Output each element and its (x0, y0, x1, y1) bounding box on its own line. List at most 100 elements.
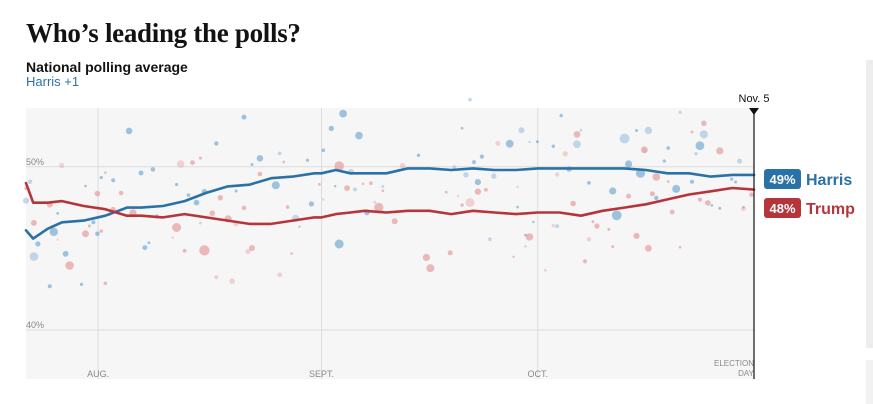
harris-poll-dot (142, 245, 148, 251)
trump-poll-dot (456, 194, 460, 198)
trump-poll-dot (607, 227, 611, 231)
trump-poll-dot (198, 156, 202, 160)
trump-poll-dot (586, 237, 592, 242)
harris-poll-dot (695, 141, 705, 151)
trump-poll-dot (447, 250, 453, 256)
harris-poll-dot (256, 155, 264, 162)
harris-poll-dot (505, 139, 514, 148)
trump-poll-dot (59, 162, 65, 169)
scrollbar-track[interactable] (866, 60, 873, 348)
harris-poll-dot (452, 165, 457, 169)
harris-poll-dot (150, 167, 156, 172)
trump-poll-dot (749, 192, 754, 197)
harris-poll-dot (111, 178, 116, 183)
chart-title: Who’s leading the polls? (26, 18, 301, 48)
trump-poll-dot (645, 244, 652, 252)
trump-value-badge (764, 198, 801, 218)
harris-poll-dot (573, 140, 581, 149)
trump-poll-dot (391, 218, 398, 225)
trump-poll-dot (573, 131, 581, 138)
x-tick-label: SEPT. (309, 369, 334, 379)
harris-poll-dot (22, 197, 30, 204)
x-tick-label: OCT. (528, 369, 549, 379)
trump-poll-dot (334, 161, 345, 171)
trump-poll-dot (633, 232, 640, 239)
trump-poll-dot (512, 255, 515, 258)
harris-poll-dot (535, 140, 539, 144)
side-panel-edge (866, 360, 873, 404)
trump-poll-dot (56, 238, 59, 241)
harris-poll-dot (694, 152, 698, 156)
harris-poll-dot (175, 182, 179, 187)
trump-poll-dot (298, 225, 301, 228)
trump-poll-dot (649, 191, 655, 197)
trump-poll-dot (171, 236, 174, 239)
trump-poll-dot (87, 224, 91, 228)
harris-poll-dot (271, 181, 280, 190)
harris-poll-dot (559, 113, 563, 118)
trump-poll-dot (582, 259, 588, 264)
trump-poll-dot (217, 195, 223, 201)
trump-poll-dot (426, 264, 435, 273)
harris-poll-dot (528, 140, 531, 144)
trump-poll-dot (669, 209, 675, 215)
trump-poll-dot (52, 229, 55, 232)
harris-poll-dot (625, 160, 633, 168)
harris-poll-dot (214, 141, 219, 146)
trump-poll-dot (65, 261, 74, 270)
harris-poll-dot (353, 187, 357, 192)
trump-value-label: 48% (769, 201, 795, 216)
harris-poll-dot (56, 212, 60, 215)
harris-poll-dot (532, 220, 535, 224)
harris-poll-dot (734, 180, 738, 184)
trump-poll-dot (516, 185, 519, 189)
harris-poll-dot (91, 220, 96, 225)
trump-poll-dot (381, 189, 385, 192)
harris-poll-dot (587, 181, 591, 185)
harris-name-label: Harris (806, 172, 852, 189)
trump-poll-dot (495, 140, 501, 146)
trump-poll-dot (666, 180, 670, 183)
harris-poll-dot (635, 129, 638, 132)
average-lines (24, 167, 756, 240)
trump-poll-dot (465, 198, 475, 207)
harris-poll-dot (381, 184, 385, 188)
harris-poll-dot (611, 210, 622, 221)
trump-poll-dot (555, 172, 560, 177)
trump-poll-dot (172, 223, 182, 232)
trump-average-line (24, 181, 756, 226)
trump-poll-dot (245, 248, 251, 255)
harris-poll-dot (339, 109, 347, 118)
trump-poll-dot (562, 151, 568, 157)
trump-poll-dot (229, 278, 235, 285)
trump-poll-dot (611, 245, 615, 249)
plot-background (26, 108, 754, 379)
harris-poll-dot (241, 114, 247, 120)
trump-poll-dot (99, 229, 104, 233)
harris-poll-dot (277, 151, 282, 156)
harris-poll-dot (99, 175, 103, 180)
harris-poll-dot (468, 97, 472, 102)
trump-poll-dot (444, 190, 448, 194)
trump-poll-dot (591, 220, 595, 224)
trump-poll-dot (626, 193, 632, 199)
trump-poll-dot (399, 163, 406, 169)
harris-poll-dot (718, 206, 722, 210)
harris-poll-dot (678, 110, 682, 114)
harris-poll-dot (488, 237, 492, 241)
harris-poll-dot (125, 127, 133, 135)
end-labels: 49% Harris 48% Trump (764, 169, 855, 218)
trump-poll-dot (741, 206, 746, 212)
grid-lines (26, 108, 754, 379)
harris-poll-dot (103, 171, 107, 175)
trump-poll-dot (290, 252, 293, 255)
trump-poll-dot (285, 205, 290, 209)
harris-poll-dot (654, 195, 659, 201)
trump-poll-dot (369, 181, 373, 185)
harris-poll-dot (662, 159, 666, 163)
harris-poll-dot (479, 154, 484, 159)
harris-poll-dot (710, 204, 714, 207)
trump-poll-dot (594, 223, 600, 229)
